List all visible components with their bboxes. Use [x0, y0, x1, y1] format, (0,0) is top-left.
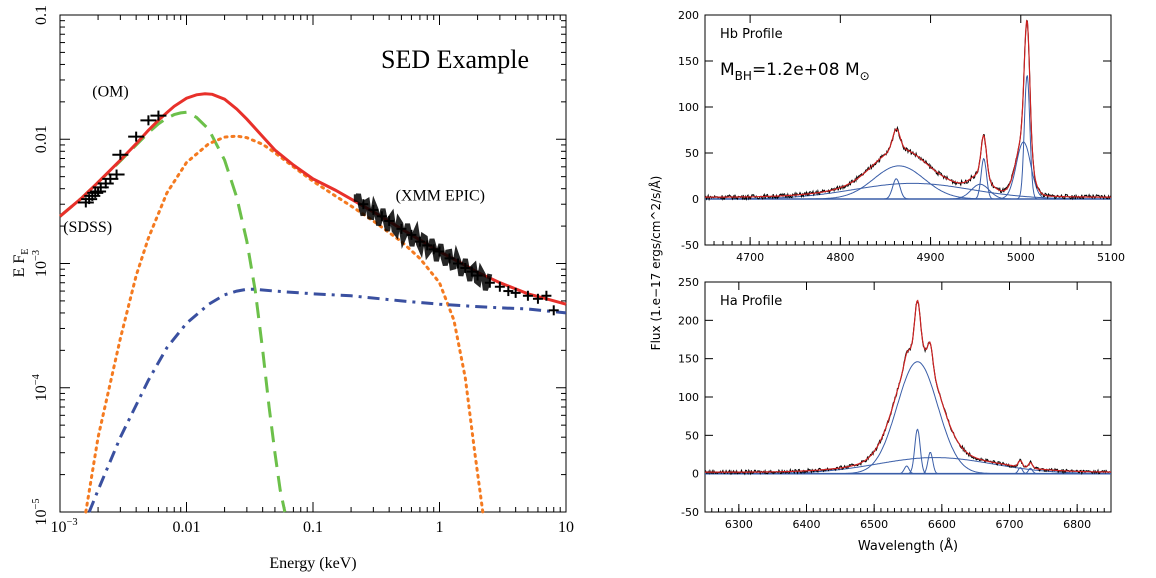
sed-y-tick-label-exponent: −5	[31, 498, 42, 509]
hb-title: Hb Profile	[720, 27, 783, 42]
sed-annotation: (SDSS)	[63, 219, 112, 236]
sed-y-tick-label-group: 10−5	[31, 498, 50, 525]
sed-x-tick-label: 0.01	[173, 519, 201, 536]
ha-title: Ha Profile	[720, 294, 782, 309]
sed-annotation: (XMM EPIC)	[396, 188, 485, 205]
hb-y-tick-label: 150	[678, 55, 699, 68]
hb-profile-chart: 4700 4800 4900 5000 5100 -50 0 50 100 150 200 Hb P…	[678, 9, 1125, 264]
ha-y-tick-label: 200	[678, 314, 699, 327]
ha-observed-spectrum-line	[705, 301, 1111, 474]
sed-x-tick-label: 10	[558, 519, 574, 536]
sed-y-tick-label-group: 0.01	[33, 125, 50, 153]
sed-y-tick-label-exponent: −4	[31, 373, 42, 385]
hb-model-fit-line	[705, 21, 1111, 197]
sed-annotation: (OM)	[92, 84, 128, 101]
ha-y-tick-label: -50	[681, 506, 699, 519]
ha-profile-chart: 6300 6400 6500 6600 6700 6800 -50 0 50 100 150 200 2…	[678, 276, 1111, 554]
hb-x-tick-label: 5000	[1007, 251, 1035, 264]
sed-y-tick-label-base: 10	[33, 510, 50, 526]
hb-x-tick-label: 4800	[826, 251, 854, 264]
ha-model-fit-line	[705, 301, 1111, 473]
sed-y-tick-label-base: 10	[33, 385, 50, 401]
ha-x-axis-label: Wavelength (Å)	[858, 538, 958, 554]
sed-data-points	[78, 111, 559, 316]
flux-y-axis-label: Flux (1.e−17 ergs/cm^2/s/Å)	[648, 176, 663, 351]
ha-y-tick-label: 0	[692, 468, 699, 481]
ha-x-tick-label: 6700	[996, 518, 1024, 531]
sed-y-tick-label-exponent: −3	[31, 250, 42, 261]
hb-x-tick-label: 4700	[736, 251, 764, 264]
ha-y-tick-label: 50	[685, 429, 699, 442]
sed-series-dashed-line	[60, 112, 285, 512]
sed-y-axis-label-main: E F	[11, 255, 28, 278]
hb-component-line	[705, 166, 1111, 199]
ha-y-tick-label: 250	[678, 276, 699, 289]
ha-plot-frame	[705, 282, 1111, 512]
sed-x-tick-label: 10−3	[50, 517, 77, 536]
hb-component-line	[705, 159, 1111, 199]
hb-mass-annotation: MBH=1.2e+08 M⊙	[720, 60, 870, 83]
sed-y-tick-label: 0.1	[33, 5, 50, 25]
sed-x-tick-label: 1	[436, 519, 444, 536]
hb-mass-sub: BH	[735, 69, 752, 83]
ha-x-tick-label: 6400	[793, 518, 821, 531]
sed-y-tick-label-group: 10−3	[31, 250, 50, 277]
hb-ticks: 4700 4800 4900 5000 5100 -50 0 50 100 150 200	[678, 9, 1125, 264]
sed-series-group	[60, 94, 566, 512]
sed-y-axis-label: E FE	[11, 249, 31, 278]
sed-series-dashdot-line	[89, 289, 566, 512]
hb-mass-value: =1.2e+08 M	[752, 60, 860, 80]
ha-x-tick-label: 6800	[1063, 518, 1091, 531]
sed-y-tick-label-group: 0.1	[33, 5, 50, 25]
sed-x-tick-label-base: 10	[50, 519, 66, 536]
ha-y-tick-label: 150	[678, 353, 699, 366]
sed-x-axis-label: Energy (keV)	[269, 555, 356, 572]
hb-observed-spectrum-line	[705, 21, 1111, 200]
sed-y-tick-label: 10−5	[31, 498, 50, 525]
hb-y-tick-label: 50	[685, 147, 699, 160]
sed-annotations: (OM) (SDSS) (XMM EPIC)	[63, 84, 485, 236]
ha-x-tick-label: 6300	[725, 518, 753, 531]
hb-y-tick-label: -50	[681, 239, 699, 252]
sed-title: SED Example	[381, 45, 529, 74]
hb-y-tick-label: 100	[678, 101, 699, 114]
sed-x-tick-label: 0.1	[303, 519, 323, 536]
sed-y-tick-label: 10−4	[31, 373, 50, 401]
ha-component-line	[705, 458, 1111, 474]
hb-mass-unit-sub: ⊙	[860, 69, 870, 83]
hb-x-tick-label: 5100	[1097, 251, 1125, 264]
sed-y-tick-label: 0.01	[33, 125, 50, 153]
sed-y-tick-label-base: 10	[33, 261, 50, 277]
hb-plot-frame	[705, 15, 1111, 245]
sed-xmm-data-band	[356, 194, 490, 290]
hb-lines	[705, 21, 1111, 200]
ha-x-tick-label: 6600	[928, 518, 956, 531]
hb-x-tick-label: 4900	[917, 251, 945, 264]
hb-y-tick-label: 0	[692, 193, 699, 206]
sed-plot-frame	[60, 15, 566, 512]
sed-x-tick-label-exponent: −3	[66, 517, 77, 528]
ha-ticks: 6300 6400 6500 6600 6700 6800 -50 0 50 100 150 200 2…	[678, 276, 1111, 531]
ha-lines	[705, 301, 1111, 474]
sed-y-tick-label: 10−3	[31, 250, 50, 277]
sed-y-axis-label-sub: E	[20, 249, 31, 255]
ha-x-tick-label: 6500	[860, 518, 888, 531]
ha-component-line	[705, 362, 1111, 474]
ha-y-tick-label: 100	[678, 391, 699, 404]
hb-y-tick-label: 200	[678, 9, 699, 22]
hb-component-line	[705, 75, 1111, 199]
sed-y-tick-label-group: 10−4	[31, 373, 50, 401]
hb-mass-base: M	[720, 60, 735, 80]
